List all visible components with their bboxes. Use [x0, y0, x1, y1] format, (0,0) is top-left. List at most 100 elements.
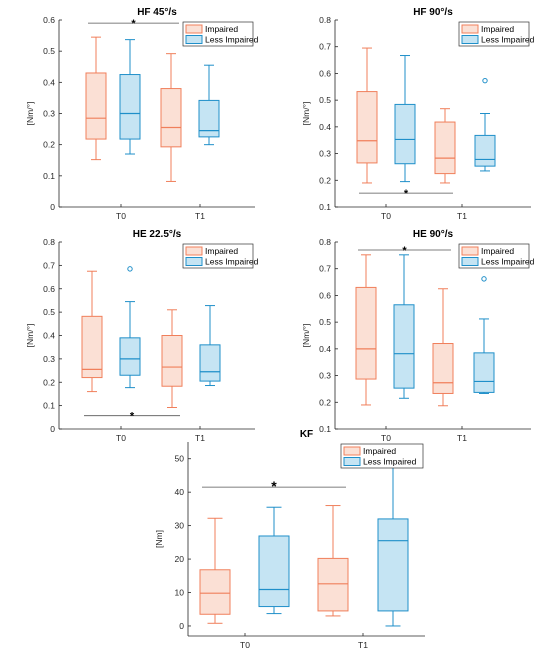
box-iqr	[199, 344, 221, 382]
box-impaired-t0	[81, 270, 103, 393]
legend-label: Less Impaired	[205, 257, 259, 267]
box-less-impaired-t1	[198, 64, 220, 146]
x-tick-label: T1	[195, 433, 205, 443]
box-impaired-t1	[161, 309, 183, 408]
significance-star: *	[130, 411, 135, 423]
box-iqr	[258, 535, 290, 608]
y-tick-label: 0.1	[43, 171, 55, 181]
significance-star: *	[271, 478, 277, 494]
y-tick-label: 0.7	[43, 260, 55, 270]
box-less-impaired-t0	[119, 266, 141, 389]
box-iqr	[85, 72, 107, 140]
legend-swatch	[185, 246, 203, 256]
box-iqr	[119, 337, 141, 376]
box-iqr	[81, 315, 103, 379]
y-tick-label: 0.5	[319, 95, 331, 105]
box-iqr	[356, 91, 378, 164]
y-tick-label: 0.5	[319, 317, 331, 327]
y-tick-label: 0	[179, 621, 184, 631]
y-tick-label: 30	[175, 521, 185, 531]
y-tick-label: 0.8	[319, 237, 331, 247]
y-tick-label: 0.4	[43, 331, 55, 341]
box-iqr	[198, 99, 220, 138]
box-impaired-t0	[199, 517, 231, 624]
legend-swatch	[185, 24, 203, 34]
y-axis-label: [Nm/°]	[301, 102, 311, 126]
box-impaired-t1	[434, 108, 456, 184]
x-tick-label: T0	[381, 433, 391, 443]
x-tick-label: T0	[381, 211, 391, 221]
legend-swatch	[461, 24, 479, 34]
significance-star: *	[404, 188, 409, 200]
y-tick-label: 0.8	[43, 237, 55, 247]
y-tick-label: 0	[50, 202, 55, 212]
box-impaired-t0	[356, 47, 378, 184]
box-less-impaired-t0	[394, 55, 416, 183]
y-tick-label: 0.4	[319, 344, 331, 354]
box-less-impaired-t0	[393, 254, 415, 399]
y-tick-label: 0	[50, 424, 55, 434]
y-axis-label: [Nm]	[154, 530, 164, 548]
y-tick-label: 0.6	[43, 15, 55, 25]
box-impaired-t1	[160, 53, 182, 182]
legend-swatch	[461, 35, 479, 44]
chart-title: KF	[300, 429, 313, 440]
box-less-impaired-t1	[474, 77, 496, 172]
y-tick-label: 0.4	[43, 77, 55, 87]
legend-label: Impaired	[205, 24, 238, 34]
chart-title: HE 90°/s	[413, 229, 454, 240]
box-iqr	[394, 103, 416, 165]
box-less-impaired-t1	[199, 305, 221, 387]
box-iqr	[393, 304, 415, 389]
box-iqr	[355, 286, 377, 380]
outlier-point	[127, 266, 133, 272]
y-tick-label: 0.3	[43, 109, 55, 119]
x-tick-label: T0	[116, 433, 126, 443]
y-tick-label: 40	[175, 487, 185, 497]
x-tick-label: T0	[116, 211, 126, 221]
y-tick-label: 0.6	[43, 284, 55, 294]
x-tick-label: T1	[195, 211, 205, 221]
legend-swatch	[343, 457, 361, 466]
legend-swatch	[185, 257, 203, 266]
box-iqr	[317, 557, 349, 612]
y-axis-label: [Nm/°]	[25, 102, 35, 126]
chart-panel-1: 0.1 0.2 0.3 0.4 0.5 0.6 0.7 0.8 T0 T1 HF 90°/s [Nm/…	[301, 7, 535, 221]
box-iqr	[377, 518, 409, 612]
y-tick-label: 0.7	[319, 264, 331, 274]
y-tick-label: 10	[175, 588, 185, 598]
box-impaired-t1	[317, 505, 349, 617]
legend-swatch	[185, 35, 203, 44]
y-tick-label: 0.3	[319, 371, 331, 381]
box-less-impaired-t1	[377, 451, 409, 627]
y-tick-label: 0.1	[43, 401, 55, 411]
box-iqr	[161, 335, 183, 387]
legend-label: Impaired	[481, 24, 514, 34]
box-impaired-t1	[432, 288, 454, 407]
chart-title: HF 45°/s	[137, 7, 177, 18]
legend-label: Impaired	[205, 246, 238, 256]
chart-title: HE 22.5°/s	[133, 229, 182, 240]
legend-swatch	[343, 446, 361, 456]
box-iqr	[160, 88, 182, 148]
box-iqr	[432, 343, 454, 394]
y-tick-label: 0.3	[319, 149, 331, 159]
box-impaired-t0	[355, 254, 377, 406]
outlier-point	[481, 276, 487, 282]
y-tick-label: 0.2	[43, 377, 55, 387]
box-iqr	[119, 74, 141, 140]
x-tick-label: T0	[240, 640, 250, 650]
y-axis-label: [Nm/°]	[301, 324, 311, 348]
box-iqr	[199, 569, 231, 615]
y-tick-label: 0.6	[319, 290, 331, 300]
y-tick-label: 0.6	[319, 68, 331, 78]
box-less-impaired-t0	[258, 506, 290, 615]
